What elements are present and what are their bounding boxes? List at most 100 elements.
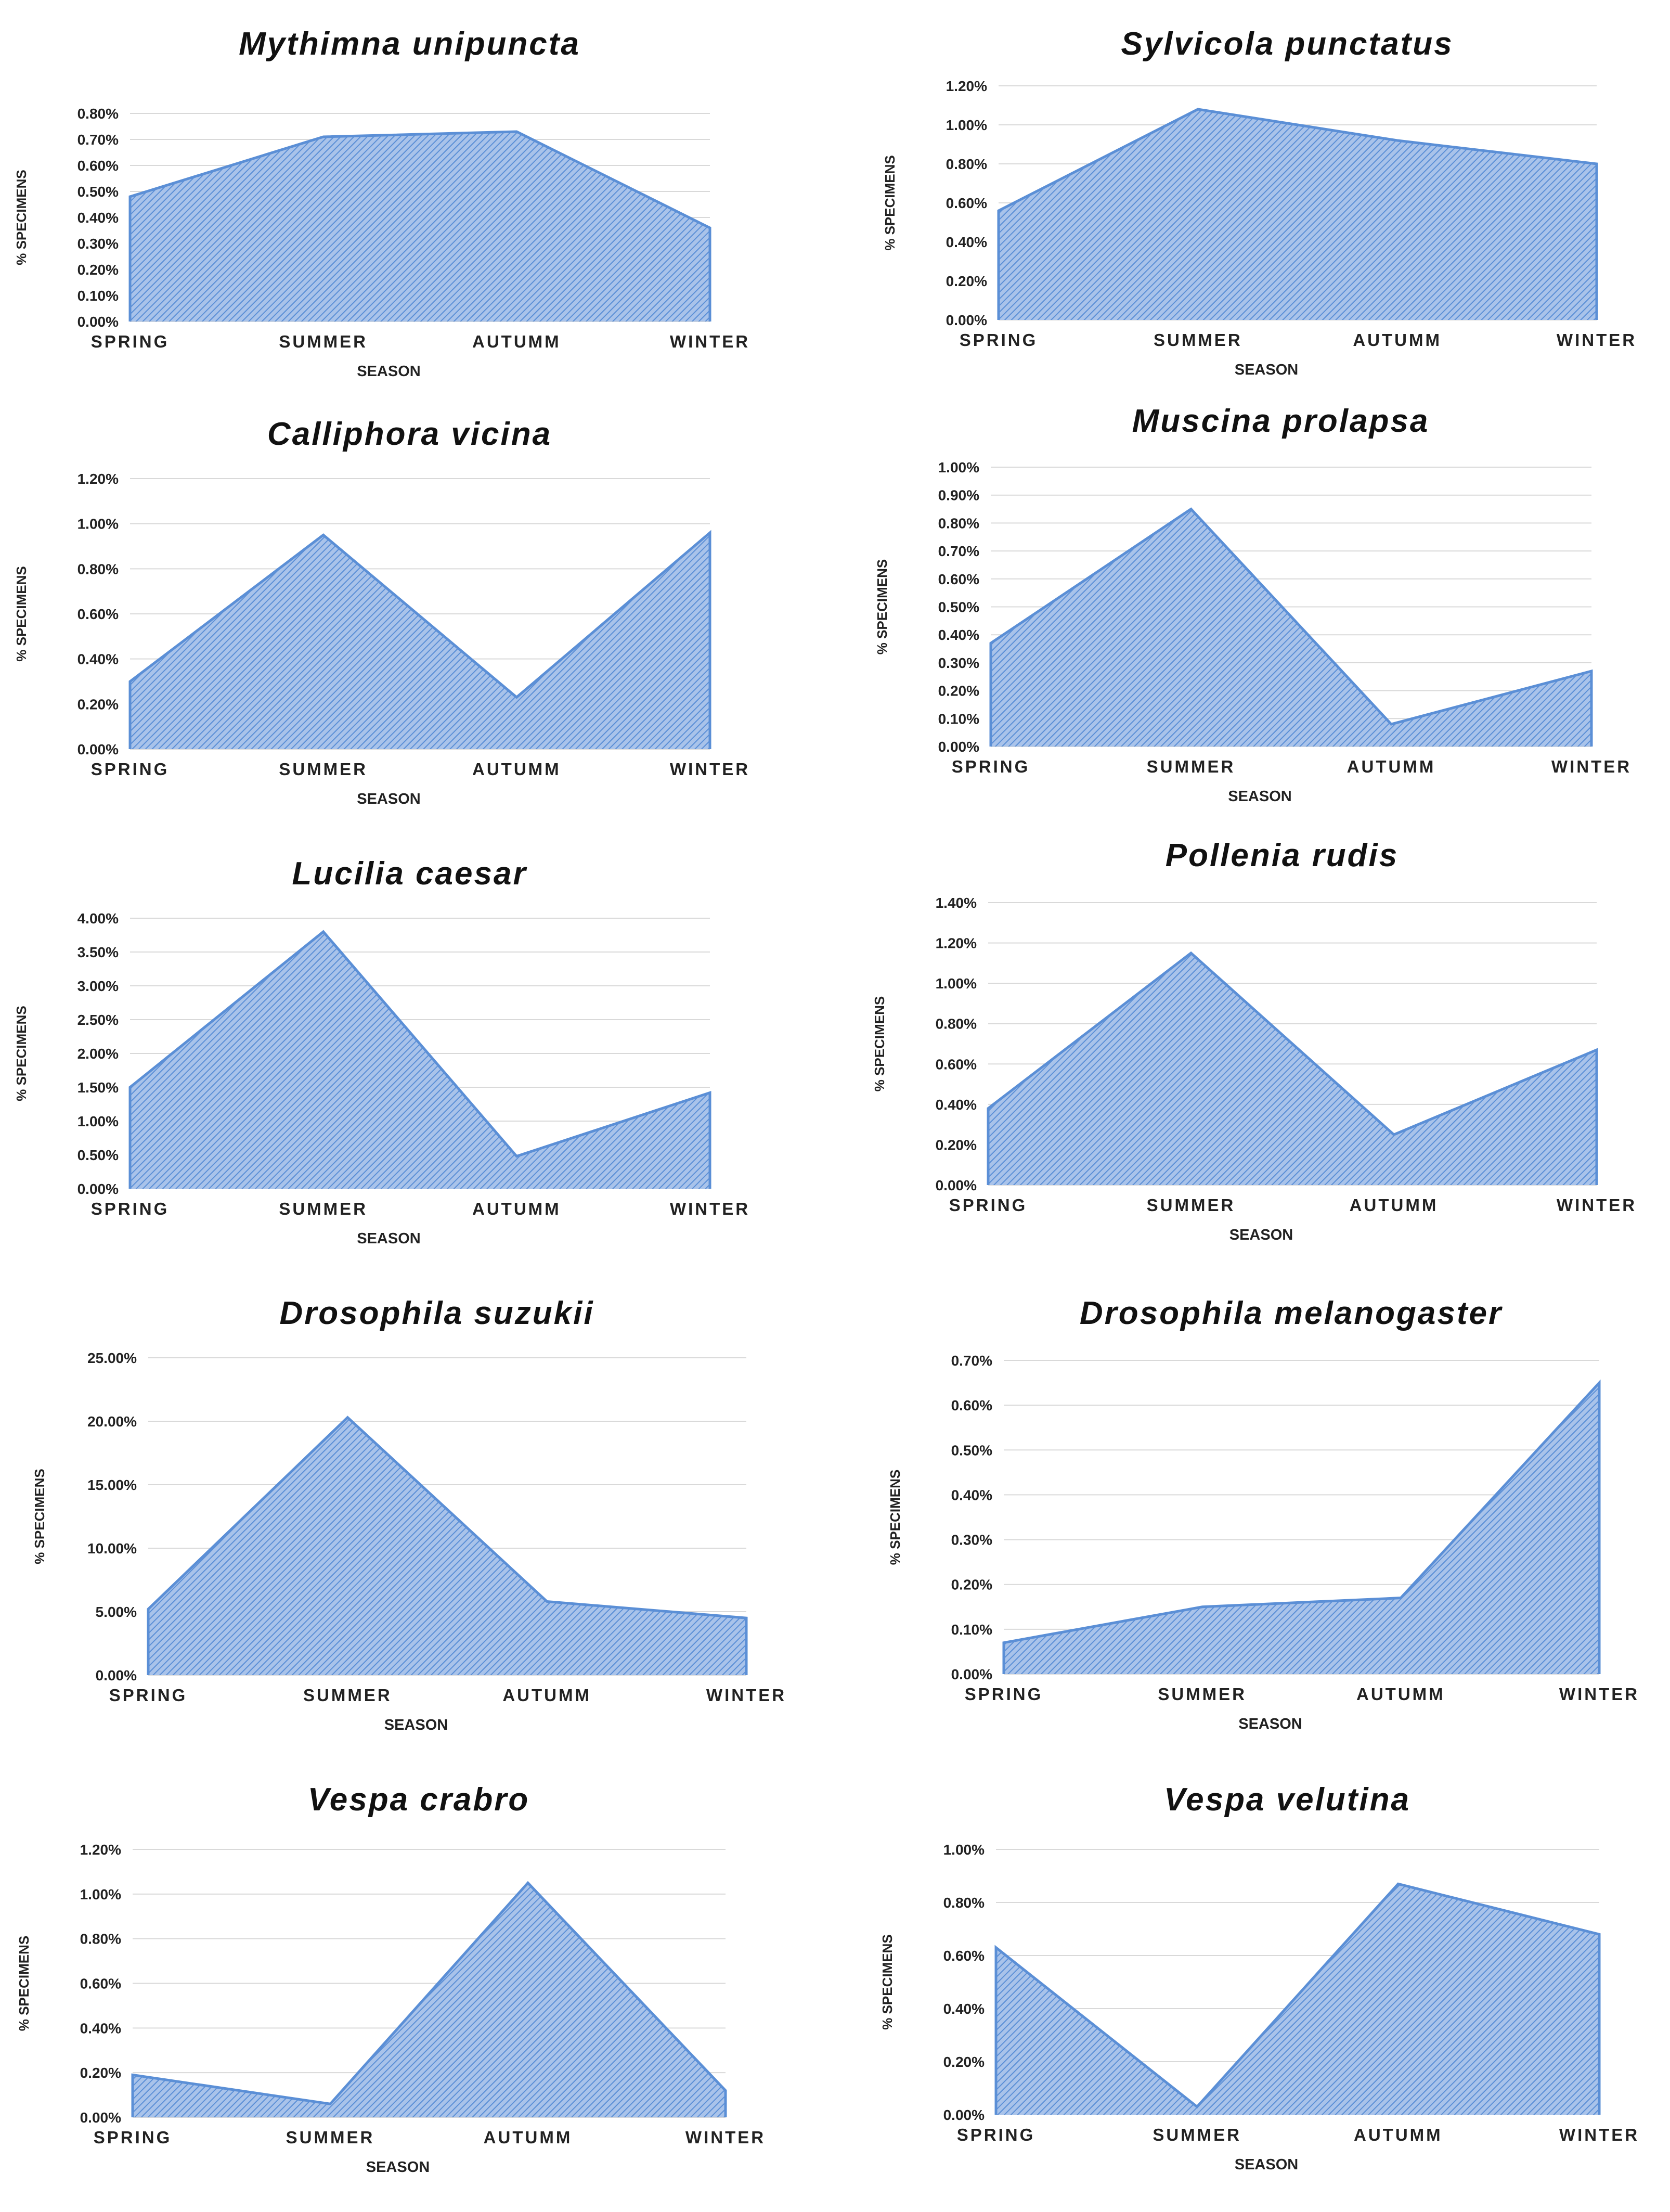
x-axis-title: SEASON [1235,2156,1298,2173]
y-tick-label: 3.00% [77,978,119,994]
chart-title: Muscina prolapsa [1132,403,1430,439]
x-axis-title: SEASON [357,1230,420,1247]
chart-title: Calliphora vicina [267,416,552,452]
chart-panel-7: 0.00% 5.00% 10.00% 15.00% 20.00% 25.00% SPRING… [32,1295,786,1733]
chart-title: Pollenia rudis [1166,838,1399,873]
x-axis-title: SEASON [1235,362,1298,378]
y-tick-label: 0.70% [938,543,979,559]
y-tick-label: 0.10% [77,288,119,304]
x-axis-title: SEASON [1229,1227,1293,1243]
chart-title: Vespa crabro [308,1782,530,1818]
x-tick-label: WINTER [706,1686,786,1705]
x-tick-label: WINTER [670,332,750,351]
x-tick-label: WINTER [670,1199,750,1218]
x-tick-label: SUMMER [279,760,368,779]
chart-panel-6: 0.00% 0.20% 0.40% 0.60% 0.80% 1.00% 1.20% 1.40%… [872,838,1637,1243]
x-tick-label: AUTUMM [1347,757,1436,776]
y-axis-title: % SPECIMENS [872,996,887,1092]
x-tick-label: SPRING [965,1684,1043,1704]
x-tick-label: SUMMER [279,332,368,351]
x-tick-label: AUTUMM [472,332,561,351]
y-axis-title: % SPECIMENS [882,155,898,251]
y-tick-label: 15.00% [87,1477,137,1493]
y-axis-title: % SPECIMENS [14,566,29,662]
y-tick-label: 0.40% [938,627,979,643]
x-tick-label: SPRING [960,330,1038,350]
x-tick-label: SUMMER [286,2128,375,2147]
x-tick-label: WINTER [1559,2125,1639,2144]
y-tick-label: 0.00% [936,1177,977,1193]
x-axis-title: SEASON [1228,788,1291,805]
x-tick-label: SPRING [952,757,1030,776]
y-tick-label: 1.00% [77,1113,119,1129]
x-tick-label: SUMMER [1158,1684,1247,1704]
y-tick-label: 1.40% [936,895,977,911]
chart-panel-2: 0.00% 0.20% 0.40% 0.60% 0.80% 1.00% 1.20% SPRIN… [882,26,1635,378]
x-tick-label: AUTUMM [472,760,561,779]
y-tick-label: 0.60% [80,1976,121,1992]
x-axis-title: SEASON [384,1717,448,1733]
chart-panel-9: 0.00% 0.20% 0.40% 0.60% 0.80% 1.00% 1.20% SPRIN… [16,1782,766,2176]
chart-panel-4: 0.00% 0.10% 0.20% 0.30% 0.40% 0.50% 0.60% 0.70%… [874,403,1629,805]
chart-panel-1: 0.00% 0.10% 0.20% 0.30% 0.40% 0.50% 0.60% 0.70%… [14,26,750,380]
chart-panel-10: 0.00% 0.20% 0.40% 0.60% 0.80% 1.00% SPRING SUMM… [879,1782,1639,2173]
y-tick-label: 0.00% [77,314,119,330]
y-tick-label: 0.20% [943,2054,985,2070]
y-tick-label: 1.00% [77,516,119,532]
x-tick-label: SUMMER [1147,757,1236,776]
y-tick-label: 0.40% [951,1487,992,1503]
y-tick-label: 0.60% [946,195,987,211]
y-tick-label: 1.20% [80,1842,121,1858]
y-tick-label: 2.00% [77,1046,119,1062]
y-tick-label: 0.80% [943,1895,985,1911]
area-outline [128,130,711,321]
y-tick-label: 5.00% [96,1604,137,1620]
chart-title: Lucilia caesar [292,856,527,892]
y-tick-label: 0.20% [936,1137,977,1153]
y-tick-label: 0.20% [951,1577,992,1593]
y-tick-label: 0.20% [77,262,119,278]
y-tick-label: 0.00% [938,739,979,755]
y-tick-label: 0.40% [943,2001,985,2017]
area-fill [130,932,710,1189]
x-tick-label: WINTER [1559,1684,1639,1704]
y-tick-label: 0.60% [943,1948,985,1964]
y-axis-title: % SPECIMENS [14,170,29,265]
y-tick-label: 0.80% [80,1931,121,1947]
x-axis-title: SEASON [1238,1716,1302,1732]
area-outline [997,108,1598,320]
chart-title: Vespa velutina [1164,1782,1410,1818]
y-tick-label: 0.00% [951,1666,992,1682]
y-tick-label: 0.30% [951,1532,992,1548]
y-tick-label: 0.00% [77,741,119,757]
y-tick-label: 0.40% [80,2020,121,2036]
x-tick-label: SUMMER [1154,330,1242,350]
x-tick-label: AUTUMM [1356,1684,1445,1704]
area-outline [131,1881,727,2117]
area-fill [988,953,1597,1185]
y-tick-label: 10.00% [87,1540,137,1557]
y-tick-label: 3.50% [77,944,119,960]
chart-title: Sylvicola punctatus [1121,26,1453,62]
area-outline [147,1416,748,1675]
y-tick-label: 0.00% [80,2110,121,2126]
area-outline [994,1882,1601,2115]
y-axis-title: % SPECIMENS [16,1936,32,2031]
y-tick-label: 1.50% [77,1079,119,1096]
y-axis-title: % SPECIMENS [874,559,890,655]
x-tick-label: WINTER [685,2128,766,2147]
y-axis-title: % SPECIMENS [32,1469,47,1564]
x-axis-title: SEASON [357,791,420,807]
x-tick-label: SPRING [94,2128,172,2147]
x-tick-label: WINTER [1557,1195,1637,1215]
y-tick-label: 0.20% [946,273,987,289]
x-tick-label: SUMMER [1147,1195,1236,1215]
y-tick-label: 25.00% [87,1350,137,1366]
y-tick-label: 0.40% [946,234,987,250]
y-tick-label: 1.20% [946,78,987,94]
y-tick-label: 0.80% [936,1016,977,1032]
y-tick-label: 0.00% [96,1667,137,1683]
y-tick-label: 4.00% [77,910,119,927]
chart-title: Drosophila melanogaster [1080,1295,1503,1331]
